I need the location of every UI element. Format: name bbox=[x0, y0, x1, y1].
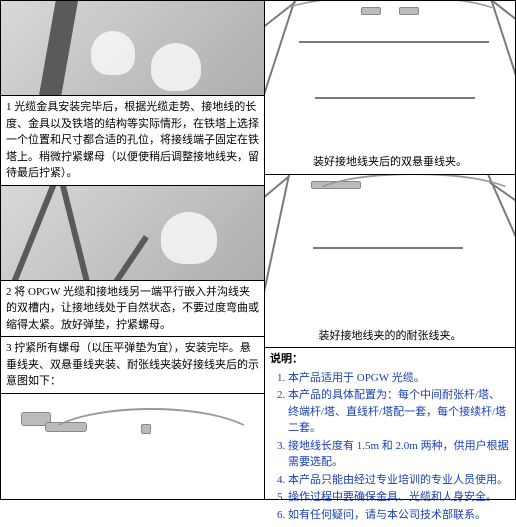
step1-image-cell bbox=[1, 1, 264, 96]
tension-clamp-cell: 装好接地线夹的的耐张线夹。 bbox=[265, 175, 515, 349]
right-column: 装好接地线夹后的双悬垂线夹。 装好接地线夹的的耐张线夹。 说明： 本产品适用于 … bbox=[265, 1, 515, 499]
tension-clamp-caption: 装好接地线夹的的耐张线夹。 bbox=[265, 325, 515, 348]
step3-text: 3 拧紧所有螺母（以压平弹垫为宜），安装完毕。悬垂线夹、双悬垂线夹装、耐张线夹装… bbox=[6, 340, 259, 390]
instructions-cell: 说明： 本产品适用于 OPGW 光缆。 本产品的具体配置为：每个中间耐张杆/塔、… bbox=[265, 348, 515, 527]
double-suspension-image bbox=[265, 1, 515, 151]
instructions-title: 说明： bbox=[270, 351, 510, 368]
instruction-item: 如有任何疑问，请与本公司技术部联系。 bbox=[288, 507, 510, 524]
step2-image bbox=[1, 186, 264, 280]
instruction-item: 操作过程中要确保金具、光缆和人身安全。 bbox=[288, 489, 510, 506]
step2-text-cell: 2 将 OPGW 光缆和接地线另一端平行嵌入并沟线夹的双槽内，让接地线处于自然状… bbox=[1, 281, 264, 338]
tension-clamp-image bbox=[265, 175, 515, 325]
suspension-clamp-image bbox=[1, 394, 264, 500]
instruction-item: 本产品的具体配置为：每个中间耐张杆/塔、终端杆/塔、直线杆/塔配一套，每个接续杆… bbox=[288, 387, 510, 437]
double-suspension-caption: 装好接地线夹后的双悬垂线夹。 bbox=[265, 151, 515, 174]
step1-image bbox=[1, 1, 264, 95]
left-column: 1 光缆金具安装完毕后，根据光缆走势、接地线的长度、金具以及铁塔的结构等实际情形… bbox=[1, 1, 265, 499]
step3-text-cell: 3 拧紧所有螺母（以压平弹垫为宜），安装完毕。悬垂线夹、双悬垂线夹装、耐张线夹装… bbox=[1, 337, 264, 394]
step1-text-cell: 1 光缆金具安装完毕后，根据光缆走势、接地线的长度、金具以及铁塔的结构等实际情形… bbox=[1, 96, 264, 186]
page-root: 1 光缆金具安装完毕后，根据光缆走势、接地线的长度、金具以及铁塔的结构等实际情形… bbox=[0, 0, 516, 500]
step1-text: 1 光缆金具安装完毕后，根据光缆走势、接地线的长度、金具以及铁塔的结构等实际情形… bbox=[6, 99, 259, 182]
step2-text: 2 将 OPGW 光缆和接地线另一端平行嵌入并沟线夹的双槽内，让接地线处于自然状… bbox=[6, 284, 259, 334]
instruction-item: 本产品只能由经过专业培训的专业人员使用。 bbox=[288, 472, 510, 489]
instruction-item: 本产品适用于 OPGW 光缆。 bbox=[288, 370, 510, 387]
step3-image-cell bbox=[1, 394, 264, 500]
instruction-item: 接地线长度有 1.5m 和 2.0m 两种，供用户根据需要选配。 bbox=[288, 438, 510, 471]
step2-image-cell bbox=[1, 186, 264, 281]
double-suspension-cell: 装好接地线夹后的双悬垂线夹。 bbox=[265, 1, 515, 175]
